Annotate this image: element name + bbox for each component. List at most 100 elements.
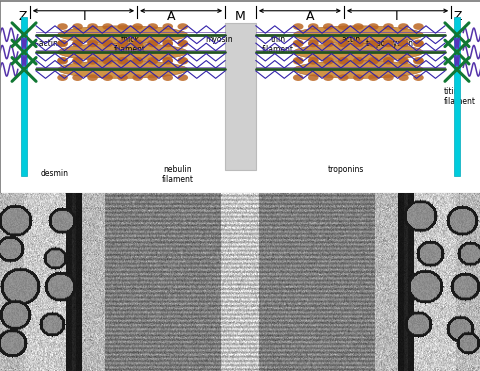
Ellipse shape xyxy=(177,40,188,46)
Ellipse shape xyxy=(102,57,113,63)
Ellipse shape xyxy=(382,40,393,46)
Ellipse shape xyxy=(117,58,128,65)
Ellipse shape xyxy=(307,23,318,30)
Ellipse shape xyxy=(412,40,423,46)
Ellipse shape xyxy=(337,57,348,63)
Ellipse shape xyxy=(397,23,408,30)
Ellipse shape xyxy=(397,40,408,47)
Ellipse shape xyxy=(147,40,157,47)
Text: M: M xyxy=(235,10,245,23)
Ellipse shape xyxy=(102,58,113,65)
Ellipse shape xyxy=(352,40,363,47)
Ellipse shape xyxy=(397,57,408,63)
Ellipse shape xyxy=(162,23,173,30)
Bar xyxy=(453,17,459,175)
Ellipse shape xyxy=(72,40,83,46)
Ellipse shape xyxy=(162,57,173,63)
Ellipse shape xyxy=(147,74,157,81)
Ellipse shape xyxy=(57,23,68,30)
Ellipse shape xyxy=(367,40,378,47)
Ellipse shape xyxy=(177,74,188,81)
Ellipse shape xyxy=(58,43,187,61)
Ellipse shape xyxy=(367,40,378,46)
Ellipse shape xyxy=(292,58,303,65)
Ellipse shape xyxy=(132,74,143,81)
Ellipse shape xyxy=(102,23,113,30)
Text: nebulin
filament: nebulin filament xyxy=(162,165,193,184)
Ellipse shape xyxy=(337,74,348,81)
Ellipse shape xyxy=(132,40,143,47)
Ellipse shape xyxy=(162,40,173,47)
Ellipse shape xyxy=(147,58,157,65)
Text: Z: Z xyxy=(453,10,461,23)
Ellipse shape xyxy=(72,58,83,65)
Ellipse shape xyxy=(58,60,187,78)
Text: α-actinin: α-actinin xyxy=(31,39,65,48)
Ellipse shape xyxy=(323,57,333,63)
Ellipse shape xyxy=(397,40,408,46)
Ellipse shape xyxy=(382,40,393,47)
Bar xyxy=(0,193,480,371)
Ellipse shape xyxy=(352,40,363,46)
Ellipse shape xyxy=(132,23,143,30)
Ellipse shape xyxy=(307,58,318,65)
Ellipse shape xyxy=(412,58,423,65)
Ellipse shape xyxy=(58,26,187,44)
Ellipse shape xyxy=(117,40,128,47)
Ellipse shape xyxy=(132,40,143,46)
Text: Z: Z xyxy=(19,10,27,23)
Ellipse shape xyxy=(147,57,157,63)
Bar xyxy=(225,23,255,170)
Ellipse shape xyxy=(352,74,363,81)
Ellipse shape xyxy=(293,60,422,78)
Ellipse shape xyxy=(57,57,68,63)
Ellipse shape xyxy=(177,40,188,47)
Ellipse shape xyxy=(72,40,83,47)
Ellipse shape xyxy=(177,23,188,30)
Text: tropomyosin: tropomyosin xyxy=(365,39,413,48)
Ellipse shape xyxy=(352,23,363,30)
Text: actin: actin xyxy=(341,35,360,44)
Ellipse shape xyxy=(57,40,68,46)
Ellipse shape xyxy=(352,58,363,65)
Ellipse shape xyxy=(292,57,303,63)
Text: troponins: troponins xyxy=(327,165,364,174)
Ellipse shape xyxy=(337,40,348,47)
Ellipse shape xyxy=(337,40,348,46)
Text: titin
filament: titin filament xyxy=(443,87,475,106)
Ellipse shape xyxy=(147,23,157,30)
Ellipse shape xyxy=(102,74,113,81)
Ellipse shape xyxy=(382,57,393,63)
Ellipse shape xyxy=(352,57,363,63)
Ellipse shape xyxy=(307,40,318,47)
Ellipse shape xyxy=(57,40,68,47)
Ellipse shape xyxy=(117,74,128,81)
Ellipse shape xyxy=(102,40,113,46)
Ellipse shape xyxy=(117,40,128,46)
Ellipse shape xyxy=(57,74,68,81)
Ellipse shape xyxy=(337,58,348,65)
Ellipse shape xyxy=(367,74,378,81)
Text: thick
filament: thick filament xyxy=(114,35,145,54)
Ellipse shape xyxy=(307,40,318,46)
Ellipse shape xyxy=(323,40,333,47)
Ellipse shape xyxy=(292,23,303,30)
Text: I: I xyxy=(82,10,86,23)
Ellipse shape xyxy=(57,58,68,65)
Ellipse shape xyxy=(382,74,393,81)
Ellipse shape xyxy=(323,40,333,46)
Ellipse shape xyxy=(102,40,113,47)
Ellipse shape xyxy=(293,26,422,44)
Ellipse shape xyxy=(72,74,83,81)
Ellipse shape xyxy=(87,58,98,65)
Ellipse shape xyxy=(412,74,423,81)
Ellipse shape xyxy=(177,58,188,65)
Ellipse shape xyxy=(307,74,318,81)
Ellipse shape xyxy=(293,43,422,61)
Ellipse shape xyxy=(87,57,98,63)
Ellipse shape xyxy=(397,58,408,65)
Text: A: A xyxy=(166,10,175,23)
Ellipse shape xyxy=(162,58,173,65)
Ellipse shape xyxy=(382,23,393,30)
Ellipse shape xyxy=(132,57,143,63)
